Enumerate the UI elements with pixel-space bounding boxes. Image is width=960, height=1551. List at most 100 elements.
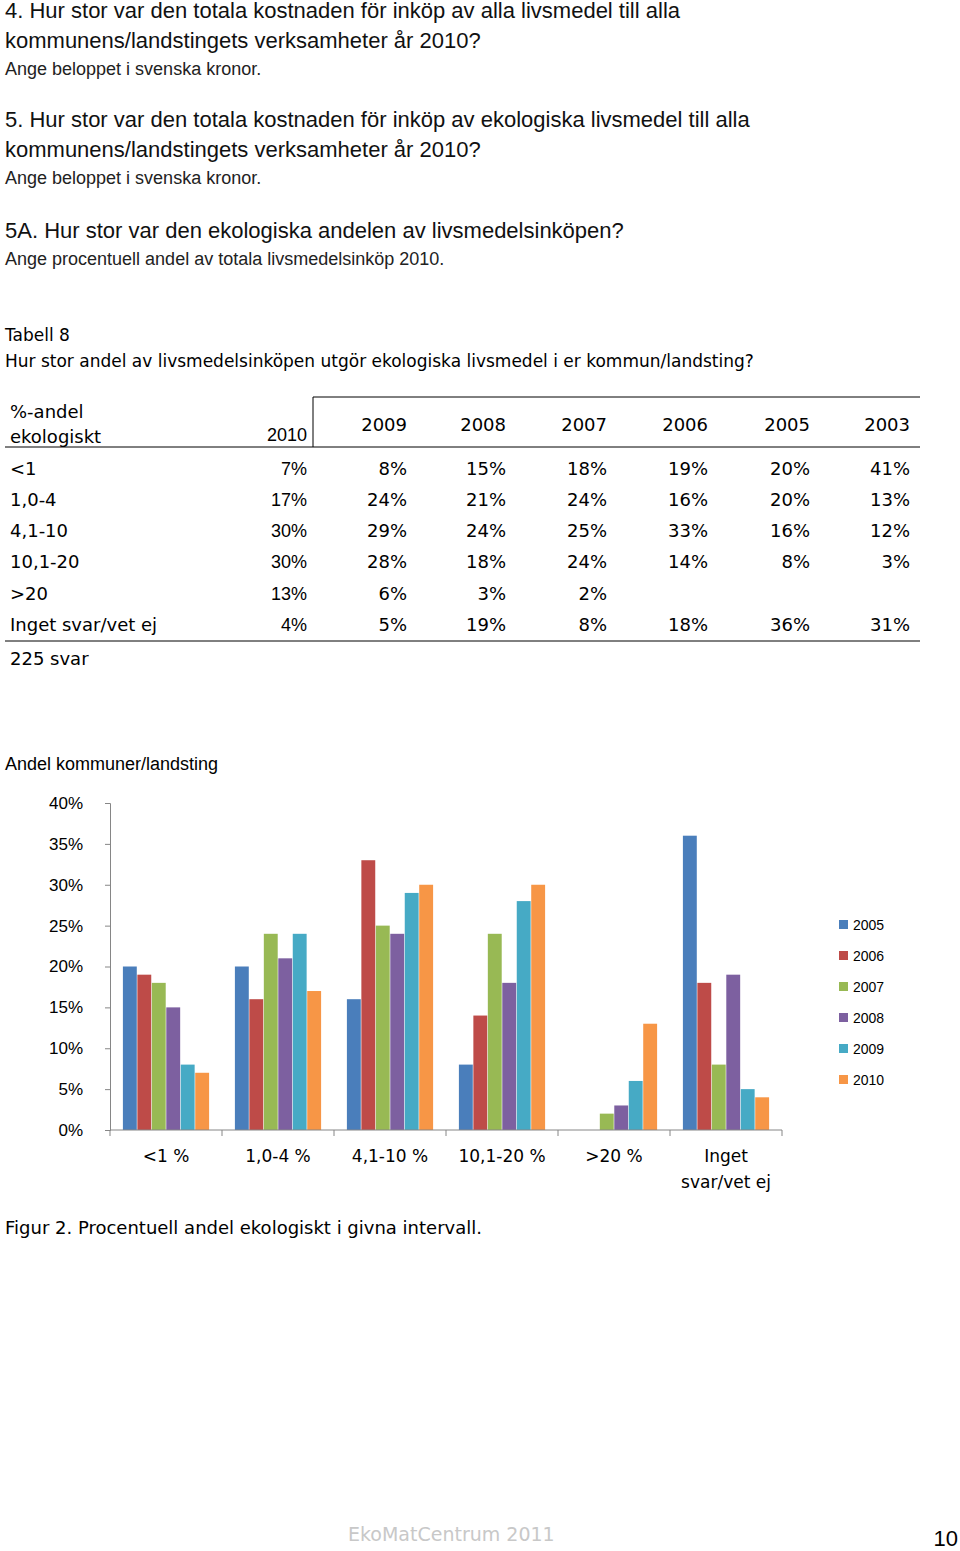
legend-label: 2006 (853, 948, 884, 964)
legend: 200520062007200820092010 (839, 917, 884, 1088)
x-tick: 1,0-4 % (245, 1130, 311, 1166)
footer-source: EkoMatCentrum 2011 (348, 1523, 555, 1545)
bar (307, 991, 321, 1130)
table-cell: 3% (881, 551, 910, 572)
y-tick: 10% (49, 1039, 110, 1058)
bar (293, 934, 307, 1130)
y-tick-label: 5% (58, 1080, 83, 1099)
y-tick-label: 15% (49, 998, 83, 1017)
question-hint: Ange beloppet i svenska kronor. (5, 168, 261, 188)
category-separator (222, 1130, 223, 1136)
table-cell: 20% (770, 489, 810, 510)
bar (195, 1073, 209, 1130)
x-tick-label: <1 % (143, 1146, 190, 1166)
legend-label: 2007 (853, 979, 884, 995)
row-label: >20 (10, 583, 48, 604)
bar (629, 1081, 643, 1130)
y-tick-label: 10% (49, 1039, 83, 1058)
y-tick-label: 0% (58, 1121, 83, 1140)
table-cell: 18% (668, 614, 708, 635)
bar (531, 885, 545, 1130)
y-tick-label: 25% (49, 917, 83, 936)
bar (683, 836, 697, 1130)
bar (235, 967, 249, 1131)
table-cell: 30% (271, 552, 307, 572)
y-tick: 25% (49, 917, 110, 936)
legend-swatch (839, 1075, 848, 1084)
bar (600, 1114, 614, 1130)
legend-swatch (839, 1044, 848, 1053)
legend-swatch (839, 920, 848, 929)
table-cell: 25% (567, 520, 607, 541)
legend-swatch (839, 1013, 848, 1022)
table-rule (5, 447, 920, 448)
table-header: 2010 (267, 425, 307, 445)
y-tick-mark (105, 1007, 110, 1008)
y-axis-line (105, 804, 111, 1131)
figure-caption: Figur 2. Procentuell andel ekologiskt i … (5, 1217, 482, 1238)
y-tick-mark (105, 844, 110, 845)
bar (152, 983, 166, 1130)
table-rule (313, 397, 314, 447)
x-tick-label: >20 % (585, 1146, 642, 1166)
table-cell: 24% (466, 520, 506, 541)
bar (249, 999, 263, 1130)
bar (726, 975, 740, 1130)
table: Tabell 8Hur stor andel av livsmedelsinkö… (4, 325, 920, 669)
table-header: 2003 (864, 414, 910, 435)
table-cell: 21% (466, 489, 506, 510)
bar (502, 983, 516, 1130)
y-tick: 20% (49, 957, 110, 976)
category-separator (334, 1130, 335, 1136)
bar (697, 983, 711, 1130)
bar (488, 934, 502, 1130)
table-header: 2007 (561, 414, 607, 435)
table-cell: 30% (271, 521, 307, 541)
table-cell: 8% (578, 614, 607, 635)
table-rule (5, 641, 920, 642)
x-tick: 4,1-10 % (352, 1130, 428, 1166)
x-tick-label: 10,1-20 % (458, 1146, 545, 1166)
y-tick-mark (105, 1130, 110, 1131)
y-tick-label: 20% (49, 957, 83, 976)
table-cell: 13% (870, 489, 910, 510)
table-cell: 12% (870, 520, 910, 541)
y-tick: 0% (58, 1121, 110, 1140)
row-label: 10,1-20 (10, 551, 79, 572)
table-cell: 41% (870, 458, 910, 479)
y-tick-mark (105, 803, 110, 804)
legend-label: 2010 (853, 1072, 884, 1088)
table-cell: 15% (466, 458, 506, 479)
table-rule (313, 397, 920, 398)
table-header: 2006 (662, 414, 708, 435)
table-cell: 17% (271, 490, 307, 510)
legend-label: 2009 (853, 1041, 884, 1057)
category-separator (558, 1130, 559, 1136)
row-label: 1,0-4 (10, 489, 57, 510)
x-tick: Ingetsvar/vet ej (681, 1130, 771, 1192)
table-caption: Tabell 8 (4, 325, 70, 345)
table-cell: 8% (781, 551, 810, 572)
bar (361, 860, 375, 1130)
bar (614, 1105, 628, 1130)
row-label: <1 (10, 458, 37, 479)
table-cell: 5% (378, 614, 407, 635)
category-separator (446, 1130, 447, 1136)
bar (405, 893, 419, 1130)
y-tick-label: 35% (49, 835, 83, 854)
bar (741, 1089, 755, 1130)
y-axis-title: Andel kommuner/landsting (5, 754, 218, 774)
table-cell: 29% (367, 520, 407, 541)
y-tick: 15% (49, 998, 110, 1017)
x-tick: 10,1-20 % (458, 1130, 545, 1166)
category-separator (670, 1130, 671, 1136)
y-tick-mark (105, 885, 110, 886)
questions: 4. Hur stor var den totala kostnaden för… (5, 0, 750, 269)
bar (712, 1065, 726, 1130)
x-tick: <1 % (143, 1130, 190, 1166)
table-cell: 18% (567, 458, 607, 479)
legend-label: 2005 (853, 917, 884, 933)
question-text: kommunens/landstingets verksamheter år 2… (5, 137, 481, 162)
bar (278, 958, 292, 1130)
table-cell: 16% (770, 520, 810, 541)
